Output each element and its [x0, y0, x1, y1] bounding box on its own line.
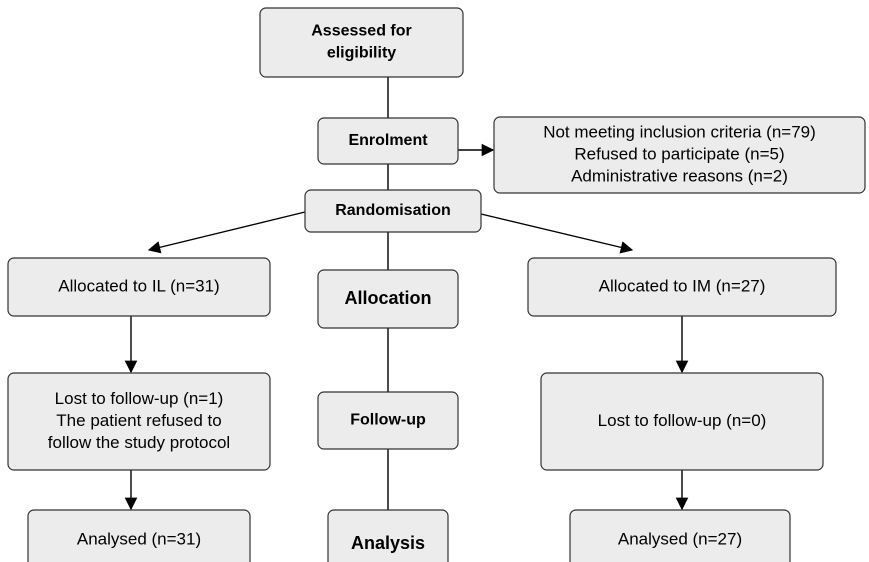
box-label: Randomisation [335, 202, 451, 219]
box-label: Enrolment [348, 132, 428, 149]
box-label: follow the study protocol [48, 433, 230, 452]
box-label: Analysed (n=31) [77, 529, 201, 548]
arrow [147, 211, 306, 254]
box-label: Analysis [351, 533, 425, 553]
box-label: Follow-up [350, 412, 426, 429]
box [540, 372, 824, 471]
box [27, 509, 251, 562]
box-label: Allocation [344, 288, 431, 308]
box [527, 257, 837, 317]
box-label: Analysed (n=27) [618, 529, 742, 548]
box-label: Lost to follow-up (n=0) [598, 411, 767, 430]
box-label: eligibility [327, 45, 396, 62]
box [317, 117, 459, 165]
box-label: Allocated to IL (n=31) [58, 276, 219, 295]
box-label: Administrative reasons (n=2) [571, 166, 788, 185]
box-label: Assessed for [311, 23, 412, 40]
box-label: Not meeting inclusion criteria (n=79) [543, 122, 816, 141]
box [317, 269, 459, 329]
connectors [124, 77, 689, 511]
box [493, 116, 866, 194]
box [317, 391, 459, 450]
box [327, 509, 449, 562]
box [569, 509, 791, 562]
box [304, 189, 482, 233]
box-label: Allocated to IM (n=27) [599, 276, 766, 295]
box [7, 257, 271, 317]
box [7, 372, 271, 471]
arrow [480, 213, 634, 254]
box-label: Lost to follow-up (n=1) [55, 389, 224, 408]
box-label: The patient refused to [56, 411, 221, 430]
box [259, 7, 464, 78]
box-label: Refused to participate (n=5) [574, 144, 784, 163]
